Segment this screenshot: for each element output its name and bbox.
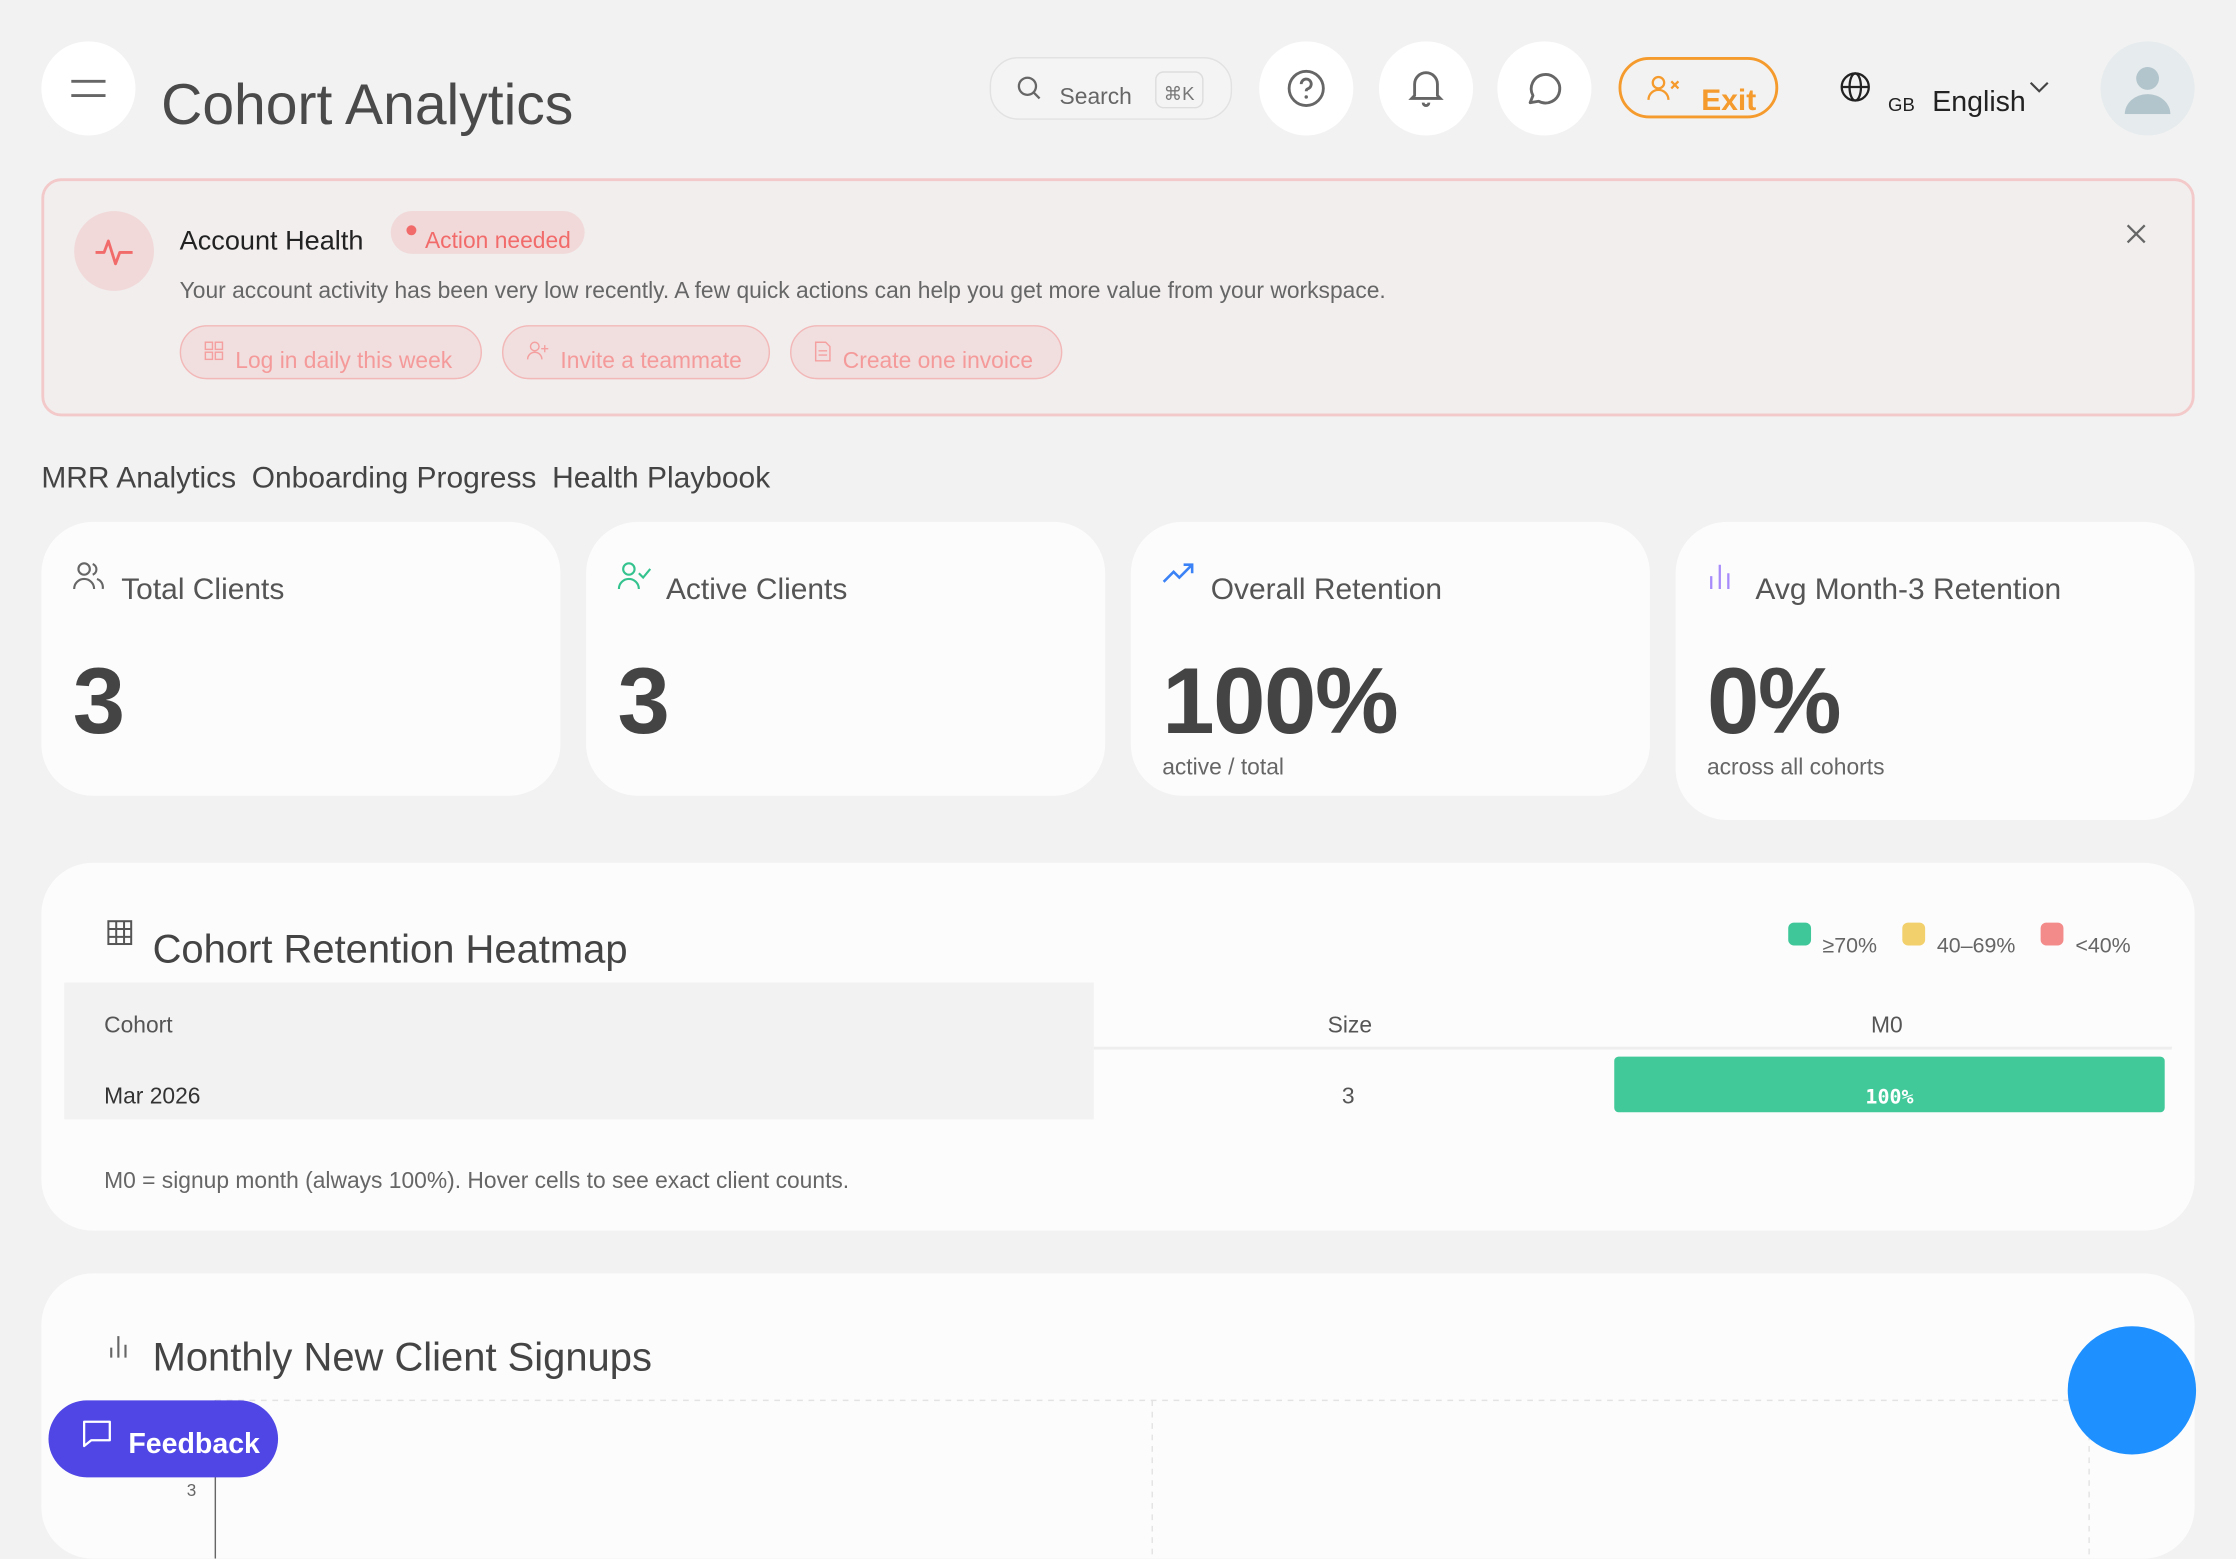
exit-button[interactable]: Exit [1618,57,1779,119]
action-label: Invite a teammate [560,349,742,374]
size-cell: 3 [1341,1085,1355,1110]
chat-icon [1528,73,1562,105]
search-input[interactable]: Search ⌘K [989,57,1233,120]
legend-swatch [1788,922,1812,946]
file-icon [814,341,831,362]
banner-title: Account Health [179,226,364,257]
close-icon[interactable] [2126,224,2146,244]
search-icon [1017,76,1041,100]
notifications-button[interactable] [1378,41,1474,136]
bar-chart-icon [1710,564,1730,589]
signups-chart-card: Monthly New Client Signups 3 [41,1273,2195,1559]
header-divider [1093,1046,2172,1050]
y-tick-label: 3 [186,1480,197,1501]
page-title: Cohort Analytics [161,74,574,137]
signups-chart [214,1399,2090,1559]
legend-item: 40–69% [1902,922,2016,959]
column-header-cohort: Cohort [104,1013,173,1039]
heatmap-cell-m0[interactable]: 100% [1614,1056,2165,1113]
heatmap-legend: ≥70% 40–69% <40% [1788,922,2131,959]
kpi-card-avg-month3-retention: Avg Month-3 Retention 0% across all coho… [1675,521,2195,820]
status-dot [406,225,417,236]
cohort-column [64,982,1094,1120]
kpi-value: 3 [72,647,125,753]
messages-button[interactable] [1497,41,1592,136]
menu-button[interactable] [41,41,136,136]
kpi-label: Total Clients [121,573,285,607]
kpi-card-total-clients: Total Clients 3 [41,521,561,796]
avatar[interactable] [2100,41,2195,136]
legend-swatch [1902,922,1926,946]
user-avatar-icon [2124,67,2171,115]
chart-title: Monthly New Client Signups [152,1334,652,1379]
cohort-cell: Mar 2026 [104,1085,201,1110]
heatmap-title: Cohort Retention Heatmap [152,926,628,972]
action-label: Create one invoice [842,349,1034,374]
help-icon [1287,69,1325,107]
flag-code: GB [1888,94,1915,116]
legend-item: <40% [2041,922,2131,959]
globe-icon [1840,72,1870,102]
heatmap-note: M0 = signup month (always 100%). Hover c… [104,1169,850,1194]
tab-onboarding-progress[interactable]: Onboarding Progress [251,462,537,495]
users-icon [73,562,104,590]
floating-action-button[interactable] [2067,1326,2197,1455]
cell-value: 100% [1865,1086,1914,1110]
column-header-size: Size [1327,1013,1373,1039]
cohort-heatmap-card: Cohort Retention Heatmap ≥70% 40–69% <40… [41,862,2195,1231]
action-label: Log in daily this week [235,349,453,374]
kpi-label: Overall Retention [1210,573,1443,607]
kpi-subtext: across all cohorts [1706,755,1885,781]
feedback-label: Feedback [128,1428,260,1461]
legend-label: 40–69% [1936,934,2016,959]
grid-icon [204,341,224,361]
hamburger-icon [71,79,106,97]
kpi-value: 100% [1162,647,1398,753]
legend-label: ≥70% [1822,934,1878,959]
legend-label: <40% [2075,934,2131,959]
user-check-icon [617,562,652,590]
exit-label: Exit [1701,84,1757,117]
language-label: English [1932,86,2026,119]
activity-icon [95,239,133,266]
user-plus-icon [526,341,549,360]
search-placeholder: Search [1059,85,1132,110]
search-shortcut: ⌘K [1155,71,1204,109]
help-button[interactable] [1259,41,1354,136]
log-in-daily-button[interactable]: Log in daily this week [179,325,482,380]
kpi-value: 0% [1706,647,1842,753]
column-header-m0: M0 [1870,1013,1903,1039]
kpi-value: 3 [617,647,669,753]
kpi-card-active-clients: Active Clients 3 [586,521,1106,796]
legend-swatch [2041,922,2064,946]
table-icon [107,920,133,946]
language-selector[interactable]: GB English [1838,68,2066,125]
bell-icon [1408,71,1444,107]
chevron-down-icon [2029,81,2049,93]
banner-message: Your account activity has been very low … [179,279,1386,304]
tab-bar: MRR Analytics Onboarding Progress Health… [41,462,770,496]
invite-teammate-button[interactable]: Invite a teammate [501,325,771,380]
tab-health-playbook[interactable]: Health Playbook [552,462,771,495]
bar-chart-icon [110,1336,127,1358]
create-invoice-button[interactable]: Create one invoice [790,325,1063,380]
kpi-subtext: active / total [1162,755,1284,781]
tab-mrr-analytics[interactable]: MRR Analytics [41,462,237,495]
feedback-button[interactable]: Feedback [48,1400,279,1478]
kpi-label: Active Clients [665,573,848,607]
activity-icon-badge [74,211,155,291]
message-square-icon [82,1420,111,1448]
user-x-icon [1647,75,1680,100]
legend-item: ≥70% [1788,922,1878,959]
badge-label: Action needed [424,229,571,254]
action-needed-badge: Action needed [390,211,585,254]
trending-up-icon [1162,563,1194,583]
kpi-card-overall-retention: Overall Retention 100% active / total [1130,521,1650,796]
kpi-label: Avg Month-3 Retention [1755,573,2062,607]
